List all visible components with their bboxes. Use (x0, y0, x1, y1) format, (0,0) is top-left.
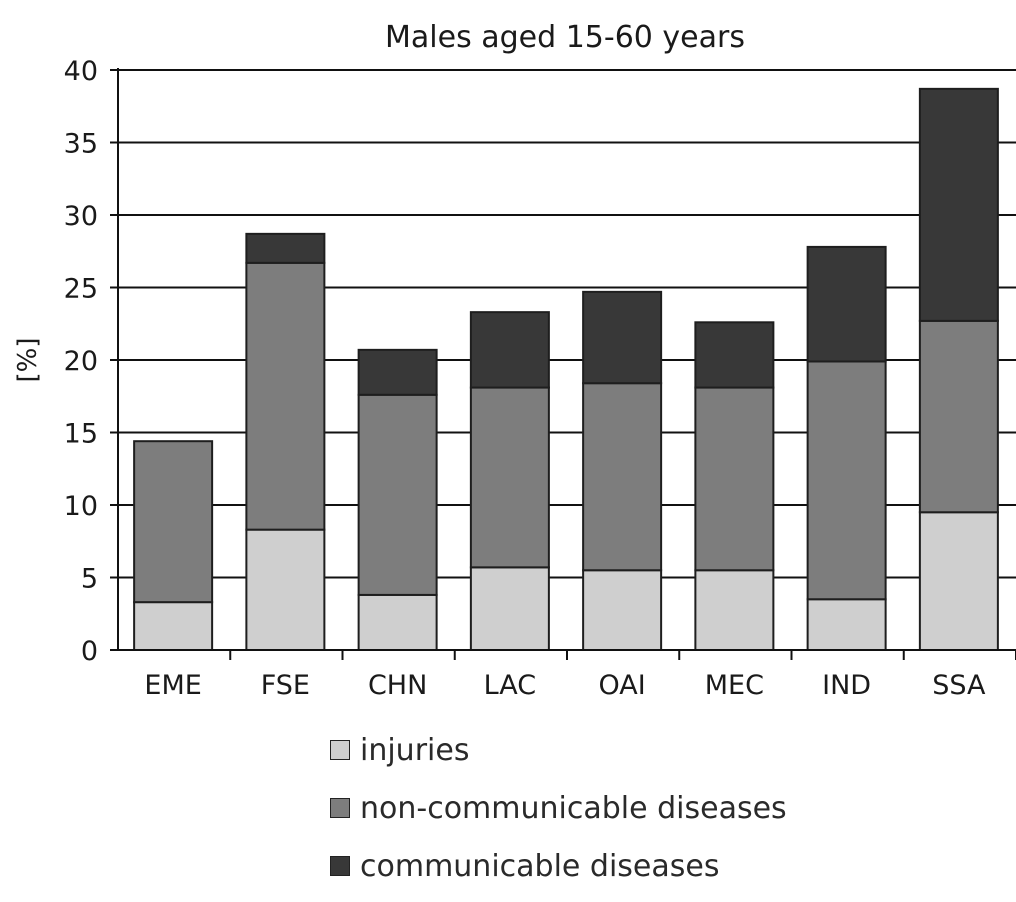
bar-segment-injuries (582, 569, 663, 651)
y-tick-label: 20 (64, 346, 98, 377)
bar-segment-injuries (469, 566, 550, 651)
bar-segment-non-communicable-diseases (918, 319, 999, 514)
y-tick-label: 10 (64, 491, 98, 522)
legend-swatch (330, 856, 350, 876)
bar-segment-communicable-diseases (918, 87, 999, 322)
bar-segment-non-communicable-diseases (133, 440, 214, 604)
bar-segment-injuries (806, 598, 887, 651)
bar-segment-communicable-diseases (582, 290, 663, 385)
x-tick-label: IND (822, 670, 871, 701)
legend-swatch (330, 740, 350, 760)
x-tick-label: FSE (261, 670, 310, 701)
y-axis-label: [%] (13, 338, 43, 383)
bars (133, 87, 999, 652)
bar-segment-non-communicable-diseases (806, 360, 887, 601)
bar-segment-injuries (357, 593, 438, 652)
bar-segment-injuries (133, 601, 214, 652)
tick-labels: 0 5 10 15 20 25 30 35 40 EME FSE CHN LAC OAI MEC IND SSA (64, 56, 986, 701)
y-tick-label: 0 (81, 636, 98, 667)
legend-item: non-communicable diseases (330, 786, 787, 830)
x-tick-label: SSA (932, 670, 986, 701)
bar-segment-non-communicable-diseases (469, 386, 550, 569)
bar-segment-injuries (245, 528, 326, 652)
bar-segment-communicable-diseases (469, 311, 550, 389)
bar-segment-communicable-diseases (245, 232, 326, 264)
legend-item: injuries (330, 728, 787, 772)
legend-label: non-communicable diseases (360, 790, 787, 826)
bar-segment-communicable-diseases (806, 245, 887, 363)
y-tick-label: 15 (64, 419, 98, 450)
bar-segment-non-communicable-diseases (694, 386, 775, 572)
bar-segment-non-communicable-diseases (357, 393, 438, 596)
legend-item: communicable diseases (330, 844, 787, 888)
y-tick-label: 30 (64, 201, 98, 232)
bar-segment-injuries (918, 511, 999, 651)
y-tick-label: 40 (64, 56, 98, 87)
x-tick-label: OAI (599, 670, 646, 701)
x-tick-label: MEC (705, 670, 764, 701)
y-tick-label: 5 (81, 564, 98, 595)
x-tick-label: EME (144, 670, 201, 701)
legend: injuries non-communicable diseases communi… (330, 728, 787, 902)
bar-segment-non-communicable-diseases (245, 261, 326, 531)
legend-label: communicable diseases (360, 848, 720, 884)
bar-segment-non-communicable-diseases (582, 382, 663, 572)
legend-swatch (330, 798, 350, 818)
x-tick-label: LAC (484, 670, 537, 701)
bar-segment-communicable-diseases (357, 348, 438, 396)
x-tick-label: CHN (368, 670, 427, 701)
y-tick-label: 25 (64, 274, 98, 305)
y-tick-label: 35 (64, 129, 98, 160)
bar-chart: Males aged 15-60 years [%] 0 5 10 15 20 25 30 3… (13, 20, 1016, 701)
chart-title: Males aged 15-60 years (385, 20, 745, 55)
bar-segment-communicable-diseases (694, 321, 775, 389)
bar-segment-injuries (694, 569, 775, 651)
legend-label: injuries (360, 732, 470, 768)
